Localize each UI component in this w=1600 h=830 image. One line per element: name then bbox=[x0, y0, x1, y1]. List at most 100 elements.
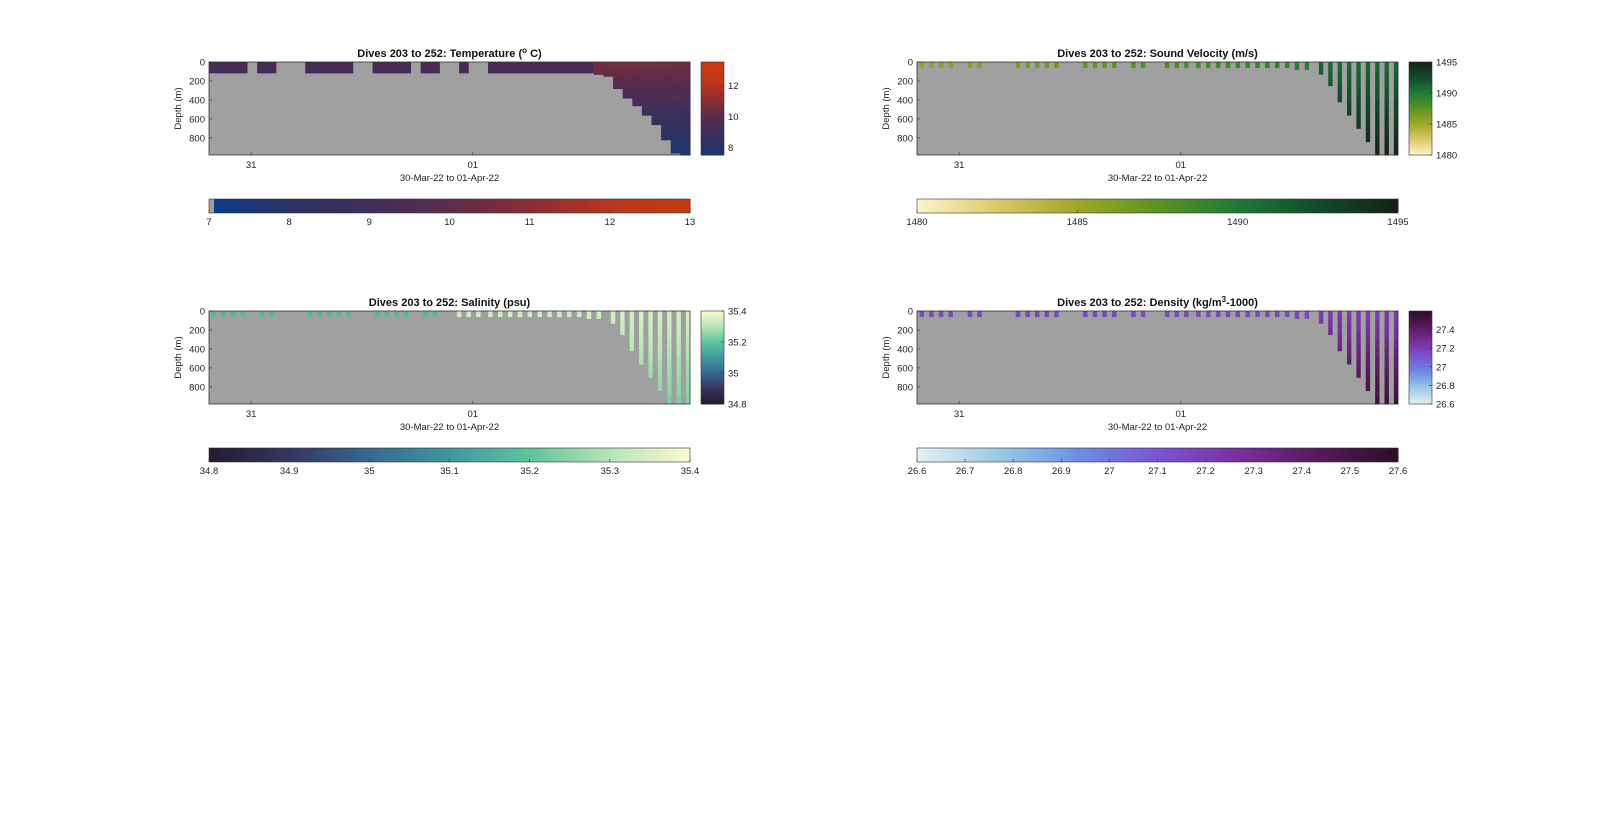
x-tick-label: 01 bbox=[1175, 409, 1186, 420]
bottom-colorbar-segment bbox=[345, 199, 350, 213]
side-colorbar-segment bbox=[701, 392, 724, 396]
profile-cell bbox=[375, 311, 380, 313]
profile-cell bbox=[676, 366, 681, 377]
bottom-colorbar-segment bbox=[333, 199, 338, 213]
profile-cell bbox=[1356, 88, 1361, 96]
bottom-colorbar-segment bbox=[937, 448, 942, 462]
bottom-colorbar-segment bbox=[949, 448, 954, 462]
profile-cell bbox=[1356, 115, 1361, 123]
profile-cell bbox=[517, 311, 523, 313]
bottom-colorbar-segment bbox=[601, 448, 607, 462]
profile-cell bbox=[1196, 62, 1201, 63]
bottom-colorbar-segment bbox=[377, 199, 382, 213]
profile-cell bbox=[639, 316, 644, 323]
profile-cell bbox=[1294, 64, 1300, 66]
profile-cell bbox=[1092, 65, 1098, 67]
profile-cell bbox=[1174, 63, 1179, 65]
profile-cell bbox=[517, 311, 523, 312]
profile-cell bbox=[1196, 311, 1201, 312]
profile-cell bbox=[629, 318, 634, 324]
bottom-colorbar-segment bbox=[1049, 448, 1054, 462]
side-colorbar-segment bbox=[701, 373, 724, 377]
profile-cell bbox=[1174, 314, 1179, 316]
profile-cell bbox=[596, 315, 602, 317]
profile-cell bbox=[1304, 65, 1310, 67]
bottom-colorbar-segment bbox=[949, 199, 954, 213]
bottom-colorbar-segment bbox=[1145, 448, 1150, 462]
side-colorbar-segment bbox=[1409, 320, 1432, 324]
bottom-colorbar-segment bbox=[257, 448, 262, 462]
profile-cell bbox=[537, 313, 542, 315]
bottom-colorbar-segment bbox=[1085, 199, 1090, 213]
profile-cell bbox=[929, 64, 934, 66]
profile-cell bbox=[1225, 65, 1231, 67]
profile-cell bbox=[456, 312, 462, 314]
bottom-colorbar-segment bbox=[409, 199, 414, 213]
profile-cell bbox=[1174, 66, 1179, 68]
bottom-colorbar-segment bbox=[1009, 199, 1014, 213]
profile-cell bbox=[1265, 66, 1270, 68]
profile-cell bbox=[1174, 311, 1179, 312]
profile-cell bbox=[1375, 357, 1380, 368]
profile-cell bbox=[327, 312, 332, 314]
profile-cell bbox=[1328, 76, 1333, 80]
bottom-colorbar-segment bbox=[1309, 199, 1315, 213]
bottom-colorbar-segment bbox=[1253, 199, 1259, 213]
profile-cell bbox=[307, 311, 313, 313]
side-colorbar-segment bbox=[1409, 315, 1432, 319]
profile-cell bbox=[1044, 64, 1050, 66]
profile-cell bbox=[1393, 145, 1399, 156]
side-colorbar-segment bbox=[1409, 138, 1432, 142]
profile-cell bbox=[1275, 63, 1280, 65]
profile-cell bbox=[1328, 64, 1333, 68]
temperature-cell bbox=[603, 65, 614, 68]
side-colorbar-segment bbox=[1409, 94, 1432, 98]
y-tick-label: 800 bbox=[897, 382, 913, 393]
profile-cell bbox=[384, 312, 390, 314]
profile-cell bbox=[667, 320, 672, 330]
bottom-colorbar-segment bbox=[1017, 448, 1022, 462]
profile-cell bbox=[1328, 83, 1333, 87]
profile-cell bbox=[1304, 68, 1310, 70]
profile-cell bbox=[657, 382, 663, 392]
profile-cell bbox=[1337, 62, 1342, 67]
bottom-colorbar-segment bbox=[373, 448, 378, 462]
side-colorbar-segment bbox=[1409, 327, 1432, 331]
bottom-colorbar-segment bbox=[1181, 199, 1187, 213]
profile-cell bbox=[1328, 318, 1333, 321]
profile-cell bbox=[1164, 65, 1170, 67]
bottom-colorbar-segment bbox=[461, 199, 467, 213]
bottom-colorbar-segment bbox=[1105, 199, 1110, 213]
profile-cell bbox=[317, 313, 322, 315]
profile-cell bbox=[657, 342, 663, 352]
profile-cell bbox=[1356, 68, 1361, 76]
bottom-colorbar-segment bbox=[997, 448, 1002, 462]
bottom-colorbar-segment bbox=[965, 199, 970, 213]
side-colorbar-segment bbox=[1409, 71, 1432, 75]
bottom-colorbar-segment bbox=[1369, 199, 1375, 213]
temperature-cell bbox=[680, 62, 691, 71]
profile-cell bbox=[1206, 313, 1211, 315]
profile-cell bbox=[1196, 314, 1201, 316]
profile-cell bbox=[567, 312, 572, 314]
profile-cell bbox=[336, 313, 342, 315]
temperature-cell bbox=[670, 77, 681, 86]
profile-cell bbox=[488, 311, 493, 313]
bottom-colorbar-segment bbox=[633, 199, 639, 213]
profile-cell bbox=[230, 314, 236, 316]
profile-cell bbox=[537, 313, 542, 315]
profile-cell bbox=[948, 312, 953, 314]
profile-cell bbox=[1196, 63, 1201, 65]
bottom-colorbar-segment bbox=[1249, 448, 1255, 462]
bottom-colorbar-segment bbox=[365, 448, 370, 462]
side-colorbar-segment bbox=[701, 401, 724, 405]
profile-cell bbox=[384, 314, 390, 316]
profile-cell bbox=[1275, 65, 1280, 67]
side-colorbar-segment bbox=[701, 341, 724, 345]
profile-cell bbox=[1015, 65, 1021, 67]
profile-cell bbox=[1284, 63, 1290, 65]
profile-cell bbox=[1092, 63, 1098, 65]
y-axis-label: Depth (m) bbox=[881, 87, 892, 129]
bottom-colorbar-segment bbox=[1377, 199, 1383, 213]
side-colorbar-segment bbox=[701, 359, 724, 363]
